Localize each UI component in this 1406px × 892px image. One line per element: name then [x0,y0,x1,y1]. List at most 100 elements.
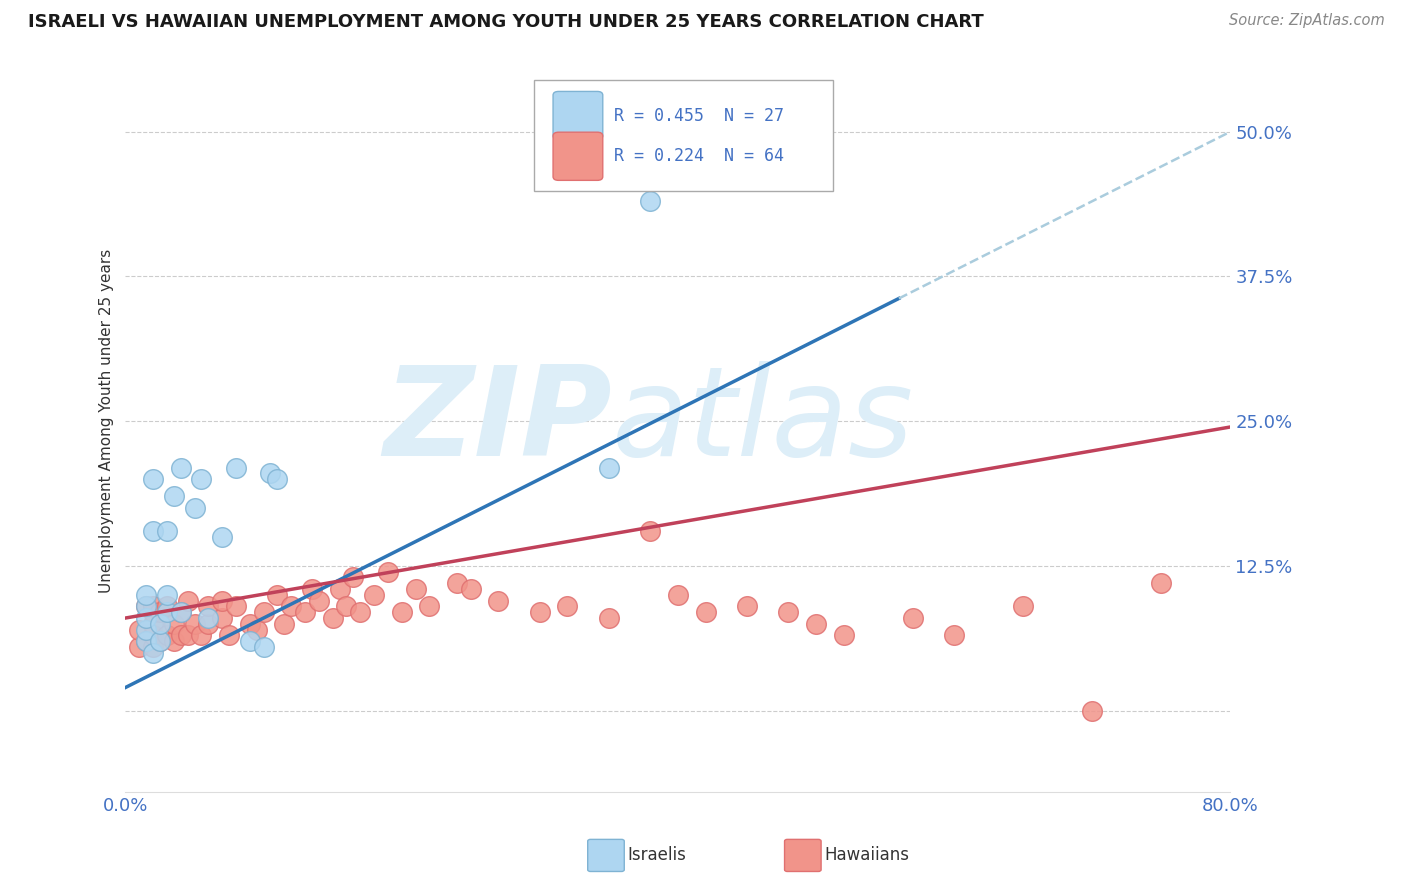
Point [695,605,717,619]
Point [142,599,165,614]
FancyBboxPatch shape [553,132,603,180]
FancyBboxPatch shape [553,92,603,140]
Point [598,460,620,475]
Point [156,628,179,642]
Point [197,611,219,625]
Point [135,599,157,614]
Point [273,616,295,631]
Point [149,605,172,619]
Point [128,640,150,654]
Point [1012,599,1035,614]
Point [218,628,240,642]
Point [142,646,165,660]
Point [294,605,316,619]
Point [225,460,247,475]
Point [156,605,179,619]
Point [156,588,179,602]
Point [183,616,205,631]
Point [640,524,662,538]
Point [163,616,186,631]
Point [259,467,281,481]
Point [211,530,233,544]
Point [156,524,179,538]
Point [197,599,219,614]
Point [308,593,330,607]
Point [266,472,288,486]
Text: Source: ZipAtlas.com: Source: ZipAtlas.com [1229,13,1385,29]
Point [252,605,274,619]
Point [156,599,179,614]
Point [142,616,165,631]
Point [943,628,966,642]
Point [135,634,157,648]
Point [335,599,357,614]
Point [142,472,165,486]
Point [1150,576,1173,591]
Point [176,628,198,642]
Point [135,599,157,614]
Point [142,628,165,642]
Point [557,599,579,614]
Point [246,623,269,637]
Point [446,576,468,591]
Text: atlas: atlas [612,360,914,482]
Text: Hawaiians: Hawaiians [824,847,908,864]
Point [211,611,233,625]
Point [640,194,662,209]
Point [135,611,157,625]
Point [301,582,323,596]
Point [239,616,262,631]
Point [135,634,157,648]
Point [418,599,440,614]
Point [142,524,165,538]
Point [183,501,205,516]
Point [190,472,212,486]
Point [190,628,212,642]
Point [349,605,371,619]
Point [529,605,551,619]
Point [1081,704,1104,718]
Point [252,640,274,654]
Point [149,634,172,648]
Point [239,634,262,648]
Point [342,570,364,584]
Point [405,582,427,596]
Point [211,593,233,607]
Y-axis label: Unemployment Among Youth under 25 years: Unemployment Among Youth under 25 years [100,249,114,593]
Point [460,582,482,596]
Point [149,616,172,631]
Point [149,634,172,648]
Point [142,605,165,619]
Point [176,593,198,607]
Point [170,605,193,619]
Point [832,628,855,642]
Point [170,605,193,619]
Point [666,588,689,602]
Point [163,490,186,504]
Point [197,616,219,631]
Point [135,623,157,637]
Point [486,593,509,607]
Text: R = 0.224  N = 64: R = 0.224 N = 64 [614,147,783,165]
Text: R = 0.455  N = 27: R = 0.455 N = 27 [614,106,783,125]
Point [391,605,413,619]
Point [363,588,385,602]
Point [128,623,150,637]
Point [804,616,827,631]
Point [142,640,165,654]
Text: Israelis: Israelis [627,847,686,864]
Point [266,588,288,602]
Point [328,582,350,596]
Point [322,611,344,625]
Point [778,605,800,619]
Point [225,599,247,614]
Text: ZIP: ZIP [382,360,612,482]
Point [280,599,302,614]
Point [163,634,186,648]
FancyBboxPatch shape [534,80,832,192]
Point [170,628,193,642]
Point [735,599,758,614]
Point [901,611,924,625]
Text: ISRAELI VS HAWAIIAN UNEMPLOYMENT AMONG YOUTH UNDER 25 YEARS CORRELATION CHART: ISRAELI VS HAWAIIAN UNEMPLOYMENT AMONG Y… [28,13,984,31]
Point [377,565,399,579]
